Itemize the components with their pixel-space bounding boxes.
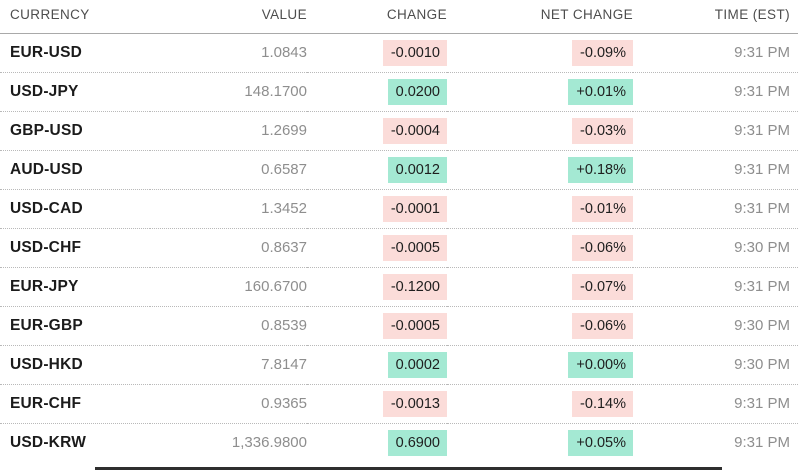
table-row: USD-HKD 7.8147 0.0002 +0.00% 9:30 PM xyxy=(0,345,798,385)
value-cell: 1.3452 xyxy=(150,189,307,229)
change-badge: 0.6900 xyxy=(387,429,447,456)
header-change: CHANGE xyxy=(307,0,447,34)
table-header: CURRENCY VALUE CHANGE NET CHANGE TIME (E… xyxy=(0,0,798,34)
change-badge: -0.0005 xyxy=(382,312,447,339)
net-change-badge: -0.07% xyxy=(572,273,633,300)
table-row: USD-JPY 148.1700 0.0200 +0.01% 9:31 PM xyxy=(0,72,798,112)
bottom-divider-bar xyxy=(95,467,722,470)
time-cell: 9:30 PM xyxy=(633,228,798,268)
header-time: TIME (EST) xyxy=(633,0,798,34)
value-cell: 0.9365 xyxy=(150,384,307,424)
value-cell: 160.6700 xyxy=(150,267,307,307)
value-cell: 0.8539 xyxy=(150,306,307,346)
time-cell: 9:31 PM xyxy=(633,72,798,112)
value-cell: 148.1700 xyxy=(150,72,307,112)
net-change-badge: -0.01% xyxy=(572,195,633,222)
value-cell: 1.2699 xyxy=(150,111,307,151)
currency-pair-link[interactable]: USD-JPY xyxy=(0,72,150,112)
table-row: EUR-GBP 0.8539 -0.0005 -0.06% 9:30 PM xyxy=(0,306,798,346)
currency-pair-link[interactable]: EUR-CHF xyxy=(0,384,150,424)
header-currency: CURRENCY xyxy=(0,0,150,34)
table-row: USD-KRW 1,336.9800 0.6900 +0.05% 9:31 PM xyxy=(0,423,798,462)
currency-pair-link[interactable]: USD-HKD xyxy=(0,345,150,385)
time-cell: 9:31 PM xyxy=(633,384,798,424)
net-change-badge: -0.06% xyxy=(572,312,633,339)
time-cell: 9:30 PM xyxy=(633,345,798,385)
value-cell: 0.6587 xyxy=(150,150,307,190)
change-badge: -0.0005 xyxy=(382,234,447,261)
currency-pair-link[interactable]: AUD-USD xyxy=(0,150,150,190)
net-change-badge: +0.00% xyxy=(568,351,633,378)
header-net-change: NET CHANGE xyxy=(447,0,633,34)
value-cell: 7.8147 xyxy=(150,345,307,385)
change-badge: -0.1200 xyxy=(382,273,447,300)
time-cell: 9:31 PM xyxy=(633,189,798,229)
table-row: USD-CHF 0.8637 -0.0005 -0.06% 9:30 PM xyxy=(0,228,798,268)
change-badge: 0.0200 xyxy=(387,78,447,105)
time-cell: 9:31 PM xyxy=(633,33,798,73)
net-change-badge: +0.18% xyxy=(568,156,633,183)
net-change-badge: +0.05% xyxy=(568,429,633,456)
time-cell: 9:31 PM xyxy=(734,434,790,452)
currency-pair-link[interactable]: EUR-GBP xyxy=(0,306,150,346)
time-cell: 9:31 PM xyxy=(633,111,798,151)
net-change-badge: -0.03% xyxy=(572,117,633,144)
header-value: VALUE xyxy=(150,0,307,34)
currency-pair-link[interactable]: EUR-USD xyxy=(0,33,150,73)
table-row: EUR-USD 1.0843 -0.0010 -0.09% 9:31 PM xyxy=(0,33,798,73)
net-change-badge: -0.14% xyxy=(572,390,633,417)
currency-pair-link[interactable]: USD-CHF xyxy=(0,228,150,268)
time-cell: 9:31 PM xyxy=(633,150,798,190)
table-row: AUD-USD 0.6587 0.0012 +0.18% 9:31 PM xyxy=(0,150,798,190)
currency-pair-link[interactable]: USD-CAD xyxy=(0,189,150,229)
net-change-badge: -0.06% xyxy=(572,234,633,261)
table-row: EUR-CHF 0.9365 -0.0013 -0.14% 9:31 PM xyxy=(0,384,798,424)
change-badge: -0.0004 xyxy=(382,117,447,144)
change-badge: -0.0010 xyxy=(382,39,447,66)
time-cell: 9:30 PM xyxy=(633,306,798,346)
change-badge: 0.0002 xyxy=(387,351,447,378)
table-row: USD-CAD 1.3452 -0.0001 -0.01% 9:31 PM xyxy=(0,189,798,229)
time-cell: 9:31 PM xyxy=(633,267,798,307)
net-change-badge: -0.09% xyxy=(572,39,633,66)
change-badge: 0.0012 xyxy=(387,156,447,183)
change-badge: -0.0001 xyxy=(382,195,447,222)
currency-pair-link[interactable]: USD-KRW xyxy=(10,433,87,451)
value-cell: 1,336.9800 xyxy=(231,434,307,452)
currency-pair-link[interactable]: GBP-USD xyxy=(0,111,150,151)
value-cell: 1.0843 xyxy=(150,33,307,73)
change-badge: -0.0013 xyxy=(382,390,447,417)
table-row: EUR-JPY 160.6700 -0.1200 -0.07% 9:31 PM xyxy=(0,267,798,307)
table-row: GBP-USD 1.2699 -0.0004 -0.03% 9:31 PM xyxy=(0,111,798,151)
net-change-badge: +0.01% xyxy=(568,78,633,105)
value-cell: 0.8637 xyxy=(150,228,307,268)
currency-pair-link[interactable]: EUR-JPY xyxy=(0,267,150,307)
